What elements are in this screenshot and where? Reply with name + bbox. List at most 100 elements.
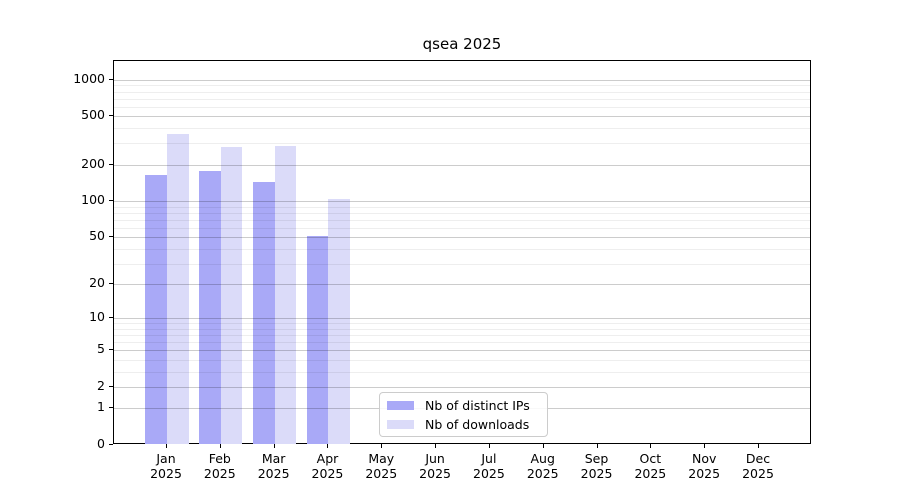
bar-apr-downloads [328,198,351,444]
x-tick-label-line: 2025 [580,466,613,481]
gridline-20 [114,284,810,286]
x-tick-label-line: 2025 [473,466,505,481]
x-tick-label-line: Mar [261,451,286,466]
gridline-100 [114,201,810,203]
gridline-200 [114,164,810,166]
x-tick-label-sep: Sep 2025 [567,451,627,481]
x-tick-label-jan: Jan 2025 [136,451,196,481]
y-tick-200 [109,163,113,165]
minor-gridline-4 [114,359,810,361]
bar-mar-downloads [274,145,297,444]
minor-gridline-700 [114,98,810,100]
x-tick-sep [596,444,598,448]
y-tick-label-2: 2 [97,377,105,393]
y-tick-0 [109,444,113,445]
x-tick-label-line: 2025 [257,466,290,481]
x-tick-label-line: Dec [745,451,771,466]
minor-gridline-60 [114,227,810,229]
minor-gridline-3 [114,371,810,373]
x-tick-label-line: 2025 [634,466,667,481]
y-tick-label-500: 500 [81,107,105,123]
y-tick-label-10: 10 [89,309,105,325]
gridline-2 [114,386,810,388]
y-tick-500 [109,115,113,117]
x-tick-jul [488,444,490,448]
bar-mar-distinct-ips [253,182,275,444]
legend-item-distinct-ips: Nb of distinct IPs [387,398,547,413]
x-tick-label-line: Apr [316,451,339,466]
legend-item-downloads: Nb of downloads [387,417,547,432]
minor-gridline-9 [114,323,810,325]
legend-swatch-downloads [387,419,414,429]
x-tick-apr [327,444,329,448]
x-tick-label-line: 2025 [419,466,451,481]
minor-gridline-300 [114,143,810,145]
y-tick-label-1: 1 [97,399,105,415]
gridline-50 [114,237,810,239]
chart-title: qsea 2025 [422,35,502,53]
x-tick-label-line: 2025 [742,466,774,481]
minor-gridline-800 [114,91,810,93]
x-tick-oct [650,444,652,448]
x-tick-label-line: May [368,451,395,466]
minor-gridline-80 [114,212,810,214]
x-tick-label-line: Feb [208,451,231,466]
y-tick-label-50: 50 [89,228,105,244]
minor-gridline-900 [114,85,810,87]
x-tick-label-line: 2025 [150,466,182,481]
x-tick-dec [758,444,759,448]
x-tick-jan [166,444,167,448]
x-tick-label-line: Nov [691,451,717,466]
y-tick-1000 [109,78,113,80]
minor-gridline-90 [114,206,810,208]
x-tick-label-oct: Oct 2025 [620,451,680,481]
bar-jan-distinct-ips [145,174,167,444]
y-tick-20 [109,283,113,285]
y-tick-label-1000: 1000 [73,70,105,86]
minor-gridline-7 [114,335,810,337]
y-tick-2 [109,385,113,387]
x-tick-label-mar: Mar 2025 [244,451,304,481]
legend-swatch-distinct-ips [387,400,414,410]
gridline-10 [114,318,810,320]
bar-feb-downloads [220,146,243,444]
minor-gridline-40 [114,248,810,250]
legend-label-distinct-ips: Nb of distinct IPs [425,397,530,413]
bar-apr-distinct-ips [306,236,329,444]
y-tick-100 [109,200,113,202]
y-tick-label-100: 100 [81,192,105,208]
y-tick-1 [109,407,113,409]
x-tick-label-line: 2025 [365,466,398,481]
x-tick-mar [273,444,275,448]
plot-area [113,60,811,444]
x-tick-label-feb: Feb 2025 [190,451,250,481]
y-tick-label-0: 0 [97,436,105,451]
x-tick-feb [219,444,221,448]
x-tick-may [381,444,383,448]
gridline-1000 [114,79,810,81]
bar-jan-downloads [167,133,189,444]
x-tick-label-line: 2025 [203,466,236,481]
y-tick-5 [109,349,113,351]
minor-gridline-8 [114,328,810,330]
x-tick-label-line: 2025 [311,466,344,481]
x-tick-aug [542,444,544,448]
minor-gridline-70 [114,219,810,221]
y-tick-label-200: 200 [81,155,105,171]
x-tick-label-line: Sep [584,451,609,466]
x-tick-jun [435,444,437,448]
x-tick-label-line: Oct [639,451,662,466]
x-tick-label-line: Jun [425,451,445,466]
x-tick-label-apr: Apr 2025 [297,451,357,481]
minor-gridline-600 [114,106,810,108]
x-tick-label-jul: Jul 2025 [459,451,519,481]
x-tick-label-line: Jul [481,451,497,466]
legend: Nb of distinct IPs Nb of downloads [379,392,548,437]
x-tick-nov [704,444,706,448]
y-tick-label-5: 5 [97,341,105,357]
minor-gridline-6 [114,342,810,344]
minor-gridline-30 [114,263,810,265]
x-tick-label-line: Aug [530,451,555,466]
x-tick-label-jun: Jun 2025 [405,451,465,481]
